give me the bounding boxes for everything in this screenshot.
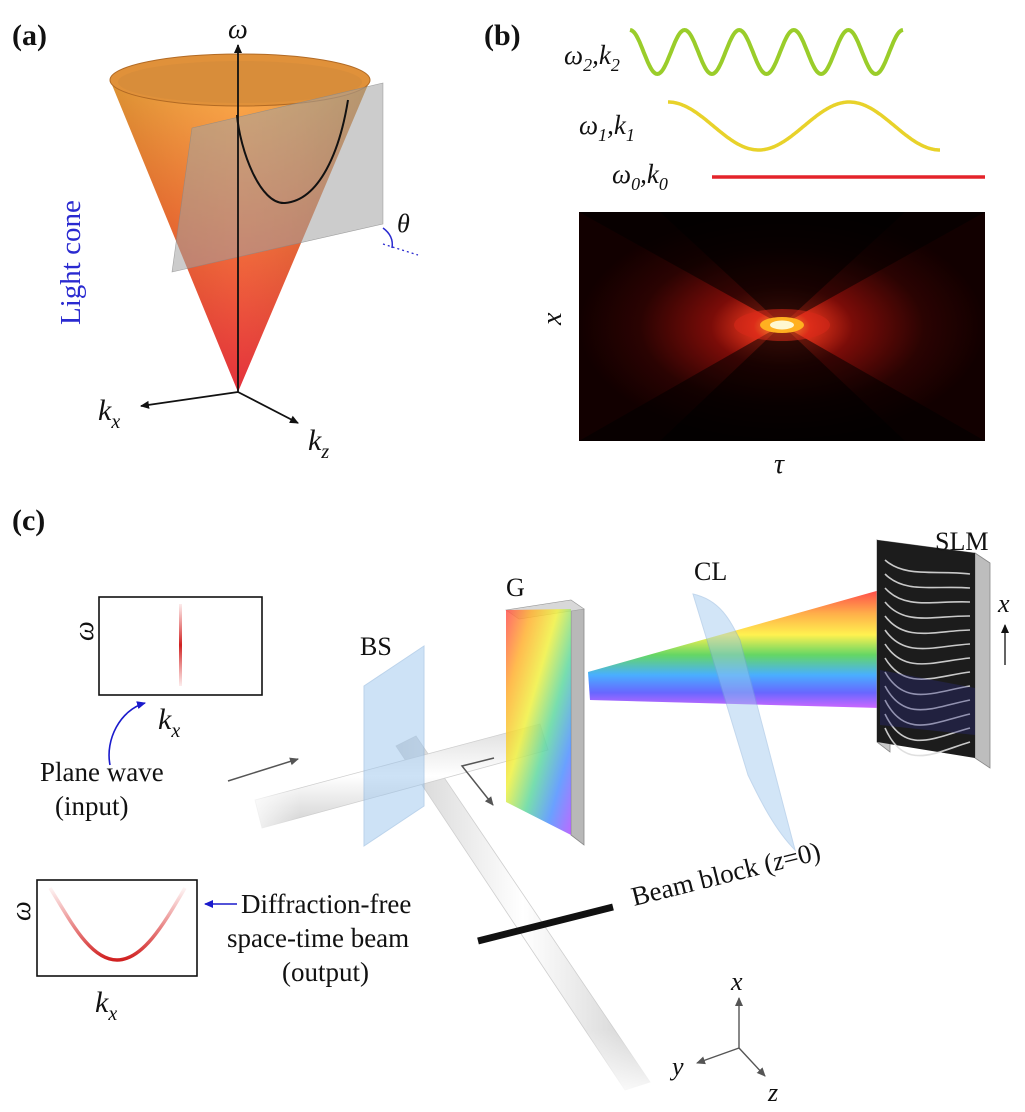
slm-phase-stripe	[884, 587, 971, 604]
coord-x-label: x	[730, 967, 743, 996]
spectrum-fan-overlay	[588, 590, 880, 708]
theta-reference-line	[382, 243, 419, 256]
input-inset-arrow	[108, 701, 146, 766]
wave-0-label: ω0,k0	[612, 159, 668, 194]
panel-b-label: (b)	[484, 19, 521, 52]
panel-a-label: (a)	[12, 19, 47, 52]
slm-label: SLM	[935, 527, 988, 556]
kz-label: kz	[308, 424, 329, 463]
output-text-line3: (output)	[282, 957, 369, 987]
input-text-line1: Plane wave	[40, 757, 164, 787]
slm-phase-stripe	[884, 643, 971, 665]
cylindrical-lens	[692, 593, 796, 852]
output-inset	[36, 879, 198, 977]
theta-arc	[382, 227, 394, 249]
heatmap-x-label: x	[537, 312, 568, 326]
input-direction-arrow	[227, 757, 299, 782]
panel-c-label: (c)	[12, 504, 45, 537]
wave-2	[629, 27, 904, 77]
g-label: G	[506, 573, 525, 602]
beam-splitter	[363, 645, 425, 847]
panel-c: (c) BS G CL SLM x	[6, 504, 1010, 1107]
output-direction-arrow	[460, 757, 495, 806]
spectral-plane-edge	[171, 82, 384, 273]
heatmap-tau-label: τ	[774, 449, 785, 480]
input-inset	[98, 596, 263, 696]
cl-label: CL	[694, 557, 727, 586]
slm-phase-stripe	[884, 699, 971, 726]
slm-phase-stripe	[884, 629, 971, 650]
grating	[506, 609, 571, 835]
wave-2-label: ω2,k2	[564, 40, 620, 75]
slm-phase-stripe	[884, 713, 971, 742]
output-inset-xlabel: kx	[95, 986, 117, 1025]
wave-1-label: ω1,k1	[579, 110, 635, 145]
slm-phase-stripe	[884, 657, 971, 680]
light-cone-top-inner	[118, 61, 362, 103]
coord-y-label: y	[669, 1052, 684, 1081]
slm-phase-stripe	[884, 727, 971, 757]
input-inset-ylabel: ω	[69, 621, 100, 641]
beam-block-label: Beam block (z=0)	[628, 836, 823, 912]
grating-side	[570, 608, 585, 846]
intersection-curve	[236, 99, 349, 205]
input-beam-fade	[240, 760, 300, 840]
output-text-line2: space-time beam	[227, 923, 409, 953]
coord-y-axis	[696, 1047, 740, 1065]
slm	[876, 539, 991, 769]
output-inset-ylabel: ω	[6, 901, 37, 921]
light-cone-top	[109, 53, 371, 107]
slm-phase-stripe	[884, 615, 971, 635]
light-cone-label: Light cone	[55, 200, 87, 325]
input-inset-xlabel: kx	[158, 703, 180, 742]
beam-block	[477, 903, 614, 945]
panel-a: (a) ω θ Light cone kx kz	[12, 14, 419, 463]
kx-axis	[140, 391, 239, 409]
heatmap	[579, 212, 985, 441]
output-beam-fade	[560, 1030, 680, 1100]
slm-x-label: x	[997, 589, 1010, 618]
coord-z-axis	[738, 1047, 766, 1077]
slm-phase-stripe	[884, 685, 971, 711]
output-text-line1: Diffraction-free	[241, 889, 411, 919]
kz-axis	[237, 391, 299, 424]
panel-b: (b) ω2,k2 ω1,k1 ω0,k0 x τ	[484, 19, 985, 480]
slm-phase-stripe	[884, 671, 971, 696]
slm-phase-stripe	[884, 573, 971, 589]
theta-label: θ	[397, 209, 410, 238]
input-text-line2: (input)	[55, 791, 129, 821]
slm-phase-stripe	[884, 559, 971, 575]
slm-phase-stripe	[884, 601, 971, 619]
spectral-plane	[172, 83, 383, 272]
bs-label: BS	[360, 632, 392, 661]
coord-z-label: z	[767, 1078, 778, 1107]
kx-label: kx	[98, 394, 120, 433]
spectrum-fan	[588, 590, 880, 708]
omega-axis-label: ω	[228, 14, 248, 45]
wave-1	[668, 100, 940, 152]
